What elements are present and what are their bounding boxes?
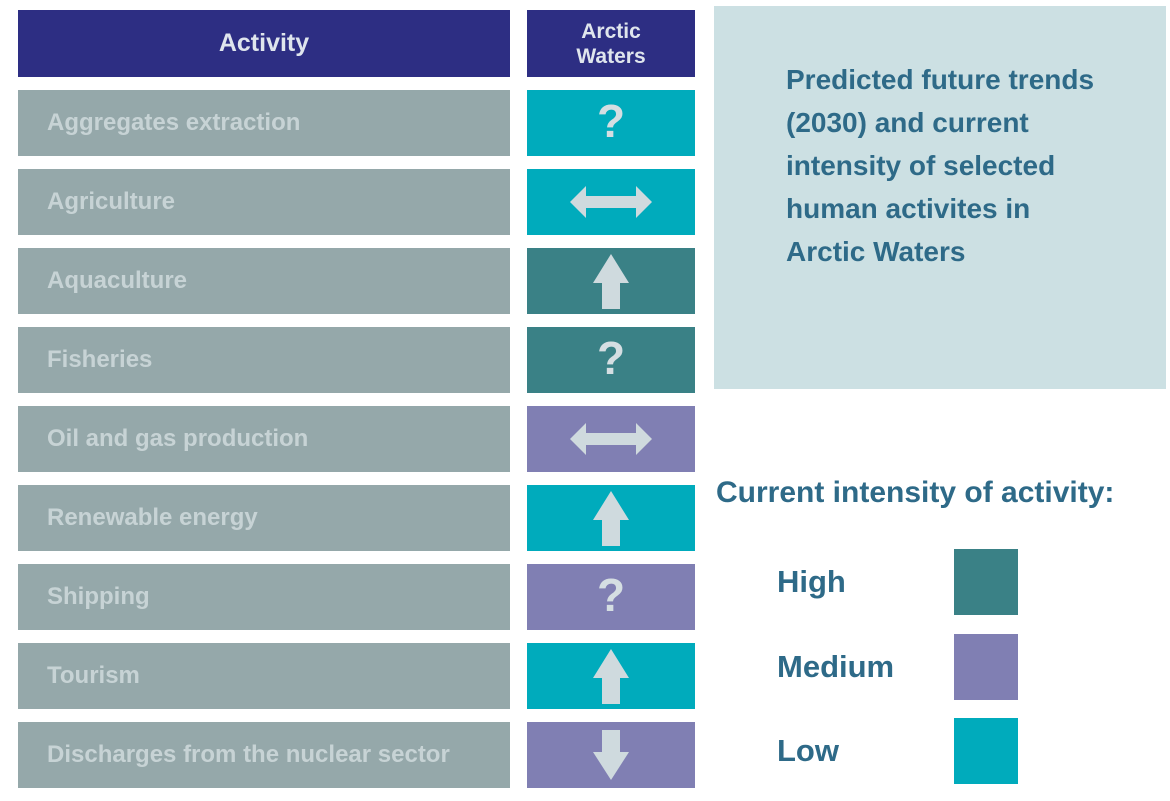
up-arrow-icon — [593, 490, 629, 546]
column-header-arctic-waters-label: Arctic Waters — [576, 19, 646, 68]
activity-label: Aggregates extraction — [47, 109, 301, 136]
legend-swatch — [954, 549, 1018, 615]
table-row: Agriculture — [18, 169, 510, 235]
left-right-arrow-icon — [570, 423, 652, 455]
question-mark-icon: ? — [596, 332, 626, 384]
question-mark-icon: ? — [596, 95, 626, 147]
column-header-activity: Activity — [18, 10, 510, 77]
activity-label: Tourism — [47, 662, 140, 689]
question-mark-icon: ? — [596, 569, 626, 621]
trend-cell — [527, 485, 695, 551]
trend-cell: ? — [527, 90, 695, 156]
up-arrow-icon — [593, 253, 629, 309]
activity-label: Oil and gas production — [47, 425, 309, 452]
trend-cell: ? — [527, 564, 695, 630]
info-box: Predicted future trends (2030) and curre… — [714, 6, 1166, 389]
trend-cell — [527, 406, 695, 472]
column-header-arctic-waters: Arctic Waters — [527, 10, 695, 77]
trend-cell — [527, 722, 695, 788]
legend-title: Current intensity of activity: — [716, 476, 1115, 509]
activity-label: Renewable energy — [47, 504, 258, 531]
trend-cell: ? — [527, 327, 695, 393]
table-row: Discharges from the nuclear sector — [18, 722, 510, 788]
activity-label: Fisheries — [47, 346, 153, 373]
table-row: Shipping — [18, 564, 510, 630]
down-arrow-icon — [593, 730, 629, 780]
table-row: Fisheries — [18, 327, 510, 393]
legend-label: High — [777, 564, 846, 599]
trend-cell — [527, 248, 695, 314]
column-header-activity-label: Activity — [218, 29, 310, 57]
trend-cell — [527, 643, 695, 709]
table-row: Renewable energy — [18, 485, 510, 551]
table-row: Aggregates extraction — [18, 90, 510, 156]
activity-label: Discharges from the nuclear sector — [47, 741, 450, 768]
left-right-arrow-icon — [570, 186, 652, 218]
legend-swatch — [954, 634, 1018, 700]
table-row: Tourism — [18, 643, 510, 709]
activity-label: Agriculture — [47, 188, 176, 215]
legend-label: Medium — [777, 649, 895, 684]
chart-title: Predicted future trends (2030) and curre… — [786, 64, 1095, 267]
legend-swatch — [954, 718, 1018, 784]
trend-cell — [527, 169, 695, 235]
legend-label: Low — [777, 733, 839, 768]
activity-label: Aquaculture — [47, 267, 188, 294]
up-arrow-icon — [593, 648, 629, 704]
table-row: Oil and gas production — [18, 406, 510, 472]
activity-label: Shipping — [47, 583, 150, 610]
table-row: Aquaculture — [18, 248, 510, 314]
